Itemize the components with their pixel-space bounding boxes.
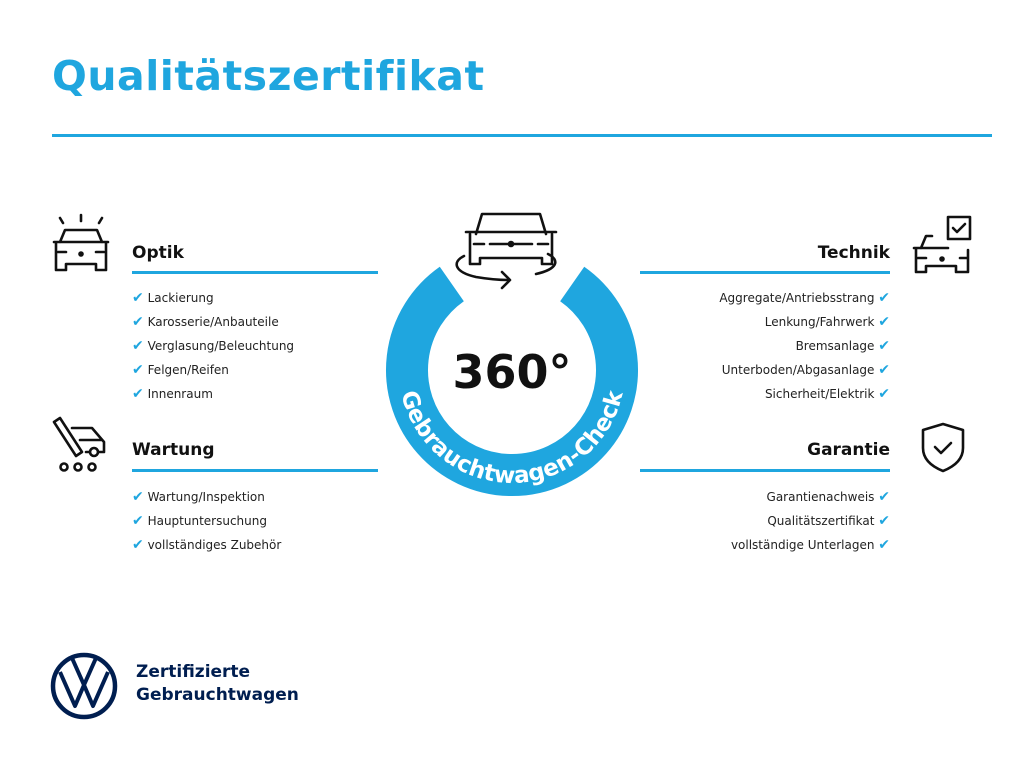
check-icon: ✔ (132, 537, 144, 553)
list-item: vollständige Unterlagen ✔ (730, 537, 890, 553)
check-icon: ✔ (878, 290, 890, 306)
page-title: Qualitätszertifikat (52, 52, 485, 100)
check-icon: ✔ (132, 362, 144, 378)
list-item: Bremsanlage ✔ (795, 338, 890, 354)
list-item: ✔ Innenraum (132, 386, 213, 402)
list-item: ✔ Verglasung/Beleuchtung (132, 338, 295, 354)
car-checklist-icon (912, 214, 974, 276)
check-icon: ✔ (878, 338, 890, 354)
badge-number: 360° (452, 345, 571, 399)
list-item: ✔ Karosserie/Anbauteile (132, 314, 279, 330)
section-divider (640, 271, 890, 274)
section-heading-wartung: Wartung (132, 440, 215, 460)
brand-label: Zertifizierte Gebrauchtwagen (136, 662, 299, 705)
list-item: Garantienachweis ✔ (766, 489, 890, 505)
list-item: Aggregate/Antriebsstrang ✔ (719, 290, 890, 306)
title-divider (52, 134, 992, 137)
list-item: Lenkung/Fahrwerk ✔ (764, 314, 890, 330)
list-item: ✔ Felgen/Reifen (132, 362, 229, 378)
check-icon: ✔ (878, 537, 890, 553)
list-item: Unterboden/Abgasanlage ✔ (721, 362, 890, 378)
list-item: ✔ Wartung/Inspektion (132, 489, 265, 505)
check-icon: ✔ (132, 489, 144, 505)
check-icon: ✔ (878, 314, 890, 330)
shield-check-icon (920, 421, 966, 473)
list-item: ✔ Hauptuntersuchung (132, 513, 267, 529)
section-heading-optik: Optik (132, 243, 184, 263)
list-item: Qualitätszertifikat ✔ (767, 513, 890, 529)
list-item: Sicherheit/Elektrik ✔ (764, 386, 890, 402)
check-icon: ✔ (878, 362, 890, 378)
service-truck-icon (50, 416, 114, 474)
check-icon: ✔ (132, 338, 144, 354)
check-icon: ✔ (132, 290, 144, 306)
technik-list: Aggregate/Antriebsstrang ✔ Lenkung/Fahrw… (590, 286, 890, 406)
list-item: ✔ vollständiges Zubehör (132, 537, 282, 553)
section-divider (132, 469, 378, 472)
badge-ring (386, 266, 638, 496)
check-icon: ✔ (878, 489, 890, 505)
check-icon: ✔ (132, 386, 144, 402)
list-item: ✔ Lackierung (132, 290, 214, 306)
wartung-list: ✔ Wartung/Inspektion ✔ Hauptuntersuchung… (132, 485, 281, 557)
check-icon: ✔ (878, 513, 890, 529)
section-heading-technik: Technik (817, 243, 890, 263)
car-rotate-icon (455, 212, 558, 290)
car-lights-icon (50, 212, 112, 278)
section-divider (132, 271, 378, 274)
section-divider (640, 469, 890, 472)
garantie-list: Garantienachweis ✔ Qualitätszertifikat ✔… (590, 485, 890, 557)
check-icon: ✔ (132, 513, 144, 529)
vw-logo (50, 652, 118, 724)
check-icon: ✔ (132, 314, 144, 330)
section-heading-garantie: Garantie (807, 440, 890, 460)
check-icon: ✔ (878, 386, 890, 402)
optik-list: ✔ Lackierung ✔ Karosserie/Anbauteile ✔ V… (132, 286, 294, 406)
